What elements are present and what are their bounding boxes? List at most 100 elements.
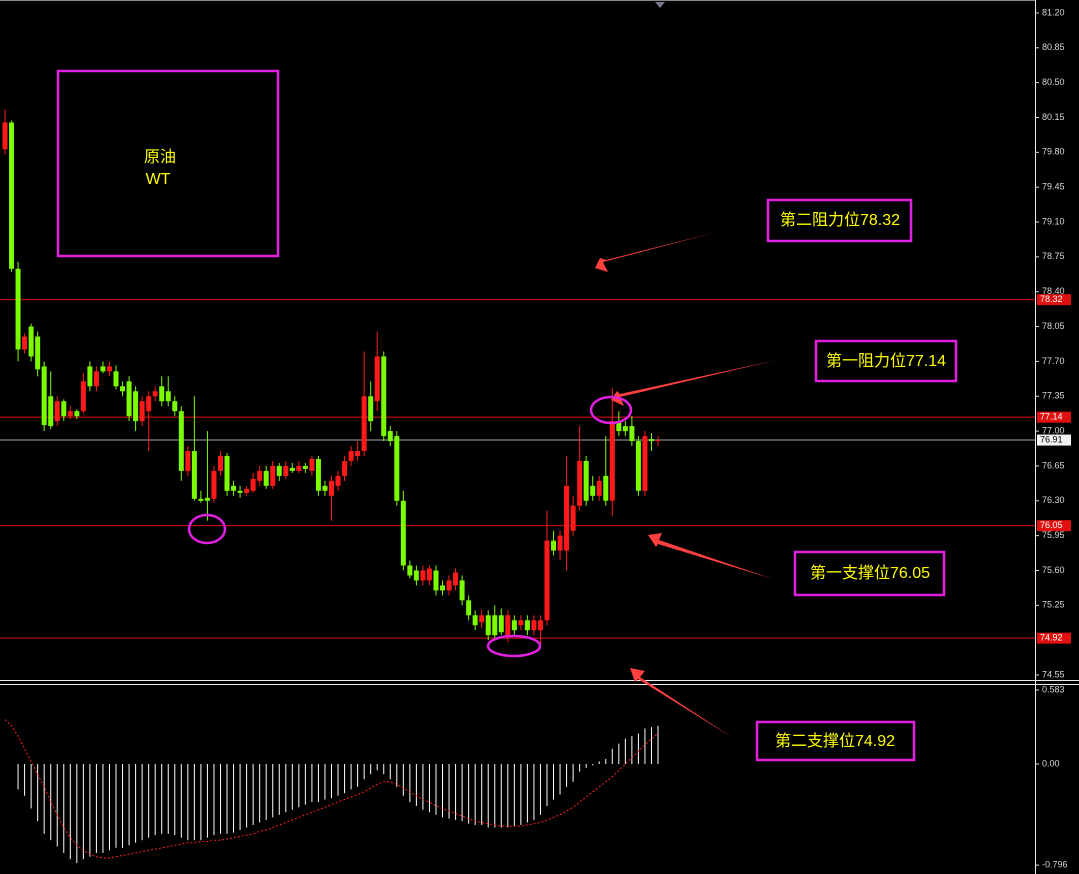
y-tick-label: 80.85 — [1042, 42, 1065, 52]
candle — [629, 416, 635, 447]
candle-body — [551, 540, 557, 551]
candle-body — [446, 580, 452, 591]
candle-body — [172, 401, 178, 412]
candle-body — [616, 421, 622, 432]
candle — [583, 455, 589, 506]
level-label: 77.14 — [1040, 412, 1063, 422]
candle-body — [74, 411, 80, 417]
signal-line — [4, 719, 659, 859]
candle-body — [394, 436, 400, 501]
candle — [296, 460, 302, 473]
highlight-ring — [486, 634, 542, 658]
candle-body — [583, 460, 589, 501]
candle — [361, 351, 367, 456]
candle — [531, 615, 537, 636]
candle-body — [440, 585, 446, 591]
candle-body — [648, 439, 654, 442]
candle — [544, 510, 550, 626]
candle-body — [590, 485, 596, 496]
candle-body — [635, 441, 641, 491]
y-tick-label: 76.65 — [1042, 460, 1065, 470]
candle-body — [211, 470, 217, 499]
level-note: 第二支撑位74.92 — [775, 732, 895, 750]
candle — [368, 381, 374, 432]
level-note: 第一阻力位77.14 — [826, 352, 946, 370]
candle — [335, 470, 341, 491]
candle-body — [35, 336, 41, 370]
level-label: 78.32 — [1040, 294, 1063, 304]
candle — [152, 386, 158, 402]
highlight-ring — [187, 513, 227, 545]
candle-body — [250, 478, 256, 491]
y-tick-label: 80.50 — [1042, 77, 1065, 87]
candle-body — [531, 620, 537, 631]
level-note: 第一支撑位76.05 — [810, 564, 930, 582]
candle-body — [459, 580, 465, 601]
candle — [146, 391, 152, 452]
candle-body — [15, 268, 21, 350]
level-label-bg — [1037, 411, 1071, 423]
candle — [48, 371, 54, 430]
candle-body — [309, 458, 315, 471]
candle — [106, 361, 112, 377]
candle-body — [479, 615, 485, 623]
arrow — [630, 668, 733, 738]
candle — [185, 446, 191, 476]
candle-body — [374, 356, 380, 402]
candle-body — [315, 458, 321, 491]
candle-body — [361, 396, 367, 452]
candle — [329, 475, 334, 521]
candle — [74, 409, 80, 420]
candle — [270, 460, 276, 489]
candle — [590, 475, 596, 501]
candle — [15, 261, 21, 362]
y-tick-label: 81.20 — [1042, 7, 1065, 17]
candle-body — [113, 371, 119, 387]
candle-body — [355, 451, 361, 456]
candle — [524, 615, 530, 636]
candle — [492, 605, 498, 641]
candle-body — [577, 460, 583, 506]
candle — [413, 565, 419, 586]
candle — [394, 431, 400, 506]
candle — [518, 615, 524, 631]
candle-body — [413, 570, 419, 581]
candle — [283, 460, 289, 479]
level-label-bg — [1037, 520, 1071, 532]
candle — [35, 331, 41, 377]
candle-body — [322, 485, 328, 491]
candle — [93, 366, 99, 392]
candle — [348, 446, 354, 466]
candle — [322, 480, 328, 496]
candle-body — [472, 615, 478, 626]
candle — [570, 495, 576, 536]
candle-body — [524, 620, 530, 631]
y-tick-label: 77.00 — [1042, 425, 1065, 435]
candle-body — [518, 620, 524, 626]
candle-body — [570, 505, 576, 531]
y-tick-label: 77.35 — [1042, 391, 1065, 401]
candle-body — [335, 475, 341, 486]
candle-body — [244, 488, 250, 493]
candle — [603, 436, 609, 506]
candle — [459, 575, 465, 606]
candle-body — [302, 465, 308, 469]
candle-body — [505, 615, 511, 636]
candle — [54, 396, 60, 427]
candle — [9, 120, 15, 272]
candle — [80, 373, 86, 414]
candle-body — [485, 615, 491, 636]
candle — [263, 465, 269, 489]
y-tick-label: 79.45 — [1042, 182, 1065, 192]
candle — [211, 465, 217, 503]
note-box — [755, 720, 916, 762]
candle-body — [146, 396, 152, 412]
candle — [289, 462, 295, 473]
candle — [355, 441, 361, 461]
candle-body — [564, 485, 570, 551]
candle-body — [622, 426, 628, 432]
candle — [257, 465, 263, 486]
y-tick-label: 75.60 — [1042, 565, 1065, 575]
